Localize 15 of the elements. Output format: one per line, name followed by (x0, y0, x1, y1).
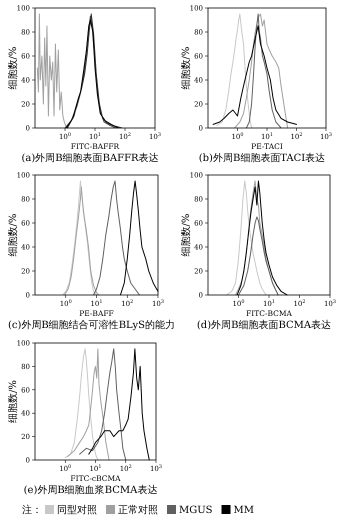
text: (d)外周B细胞表面BCMA表达 (196, 319, 332, 331)
text: (c)外周B细胞结合可溶性BLyS的能力 (8, 319, 176, 331)
text: (b)外周B细胞表面TACI表达 (198, 152, 326, 164)
legend-label: 正常对照 (118, 504, 158, 516)
legend-label: 同型对照 (57, 504, 97, 516)
y-axis-title: 细胞数/% (180, 214, 192, 256)
y-axis-title: 细胞数/% (7, 46, 19, 90)
y-axis-title: 细胞数/% (180, 46, 192, 90)
legend-title: 注： (22, 504, 42, 516)
legend-label: MM (234, 505, 254, 516)
legend-label: MGUS (179, 505, 213, 516)
y-axis-title: 细胞数/% (7, 380, 19, 423)
y-axis-title: 细胞数/% (7, 214, 19, 256)
text: (a)外周B细胞表面BAFFR表达 (21, 152, 159, 164)
text: (e)外周B细胞血浆BCMA表达 (24, 484, 158, 496)
